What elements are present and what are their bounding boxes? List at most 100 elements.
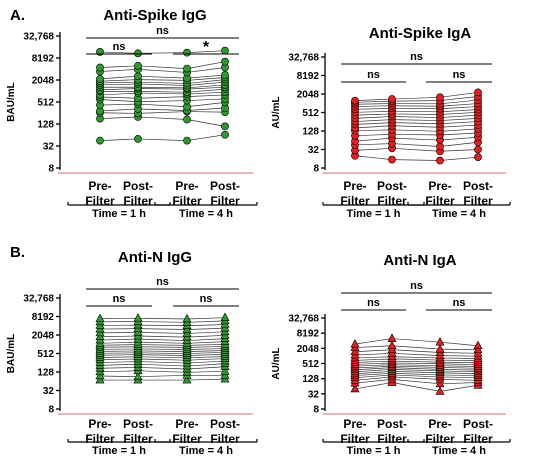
y-tick-label: 8 bbox=[313, 405, 319, 416]
pair-line bbox=[391, 367, 441, 370]
y-tick-label: 128 bbox=[302, 127, 319, 138]
x-category-label: Filter bbox=[463, 432, 493, 446]
x-category-label: Filter bbox=[210, 432, 240, 446]
data-point bbox=[134, 61, 142, 70]
data-point bbox=[134, 72, 142, 81]
pair-line bbox=[439, 96, 479, 101]
chart-title: Anti-Spike IgG bbox=[103, 7, 206, 24]
y-tick-label: 128 bbox=[302, 374, 319, 385]
pair-line bbox=[137, 341, 188, 344]
pair-line bbox=[99, 65, 139, 68]
pair-line bbox=[354, 133, 393, 137]
pair-line bbox=[354, 362, 393, 365]
pair-line bbox=[391, 352, 441, 356]
chart-panel-3: Anti-N IgG BAU/mL 8 32 128 512 2048 8192 32,768 n… bbox=[6, 249, 258, 457]
pair-line bbox=[186, 350, 226, 352]
pair-line bbox=[186, 363, 226, 367]
data-point bbox=[221, 46, 229, 55]
pair-line bbox=[391, 382, 441, 392]
pair-line bbox=[354, 356, 393, 359]
pair-line bbox=[391, 96, 441, 100]
data-point bbox=[436, 156, 444, 165]
group-label: Time = 1 h bbox=[92, 208, 146, 220]
pair-line bbox=[186, 61, 226, 69]
pair-line bbox=[186, 50, 226, 53]
group-label: Time = 1 h bbox=[347, 445, 401, 457]
pair-line bbox=[99, 367, 139, 369]
y-tick-label: 32 bbox=[43, 142, 55, 153]
pair-line bbox=[137, 363, 188, 367]
pair-line bbox=[137, 367, 188, 370]
pair-line bbox=[354, 113, 393, 116]
data-point bbox=[435, 378, 445, 388]
pair-line bbox=[99, 375, 139, 378]
pair-line bbox=[439, 359, 479, 362]
pair-line bbox=[186, 98, 226, 101]
pair-line bbox=[439, 348, 479, 351]
pair-line bbox=[186, 331, 226, 334]
pair-line bbox=[99, 92, 139, 96]
y-tick-label: 2048 bbox=[32, 331, 55, 342]
significance-label: ns bbox=[367, 69, 380, 81]
data-point bbox=[474, 88, 482, 97]
pair-line bbox=[137, 356, 188, 359]
data-point bbox=[351, 96, 359, 105]
y-tick-label: 8192 bbox=[32, 312, 55, 323]
group-label: Time = 1 h bbox=[347, 208, 401, 220]
pair-line bbox=[186, 107, 226, 111]
x-category-label: Filter bbox=[85, 194, 115, 208]
pair-line bbox=[186, 320, 226, 323]
pair-line bbox=[391, 362, 441, 365]
y-tick-label: 32,768 bbox=[288, 314, 319, 325]
x-category-label: Pre- bbox=[175, 179, 198, 193]
pair-line bbox=[391, 159, 441, 161]
y-tick-label: 8192 bbox=[32, 54, 55, 65]
pair-line bbox=[186, 94, 226, 97]
pair-line bbox=[391, 137, 441, 141]
y-axis-label: AU/mL bbox=[271, 96, 282, 128]
x-category-label: Pre- bbox=[88, 179, 111, 193]
y-tick-label: 128 bbox=[37, 368, 54, 379]
data-point bbox=[183, 48, 191, 57]
pair-line bbox=[354, 137, 393, 142]
pair-line bbox=[137, 352, 188, 354]
pair-line bbox=[439, 156, 479, 161]
pair-line bbox=[137, 354, 188, 356]
pair-line bbox=[186, 317, 226, 320]
pair-line bbox=[391, 125, 441, 128]
pair-line bbox=[391, 345, 441, 350]
data-point bbox=[134, 49, 142, 58]
pair-line bbox=[137, 370, 188, 373]
data-point bbox=[182, 313, 192, 323]
data-point bbox=[220, 312, 230, 321]
pair-line bbox=[439, 114, 479, 118]
data-point bbox=[183, 136, 191, 145]
pair-line bbox=[137, 116, 188, 120]
pair-line bbox=[354, 122, 393, 125]
x-category-label: Filter bbox=[425, 432, 455, 446]
pair-line bbox=[137, 79, 188, 81]
x-category-label: Pre- bbox=[175, 417, 198, 431]
pair-line bbox=[137, 361, 188, 364]
significance-label: ns bbox=[113, 293, 126, 305]
pair-line bbox=[137, 324, 188, 327]
pair-line bbox=[391, 358, 441, 361]
pair-line bbox=[99, 96, 139, 99]
significance-label: ns bbox=[453, 297, 466, 309]
pair-line bbox=[99, 81, 139, 84]
pair-line bbox=[354, 372, 393, 376]
x-category-label: Filter bbox=[463, 194, 493, 208]
data-point bbox=[96, 136, 104, 145]
pair-line bbox=[137, 338, 188, 341]
pair-line bbox=[99, 354, 139, 356]
pair-line bbox=[391, 368, 441, 372]
pair-line bbox=[439, 341, 479, 347]
pair-line bbox=[137, 52, 188, 54]
data-point bbox=[220, 366, 230, 375]
pair-line bbox=[99, 370, 139, 373]
pair-line bbox=[99, 356, 139, 358]
y-tick-label: 8 bbox=[48, 405, 54, 416]
data-point bbox=[96, 63, 104, 72]
x-category-label: Filter bbox=[123, 194, 153, 208]
